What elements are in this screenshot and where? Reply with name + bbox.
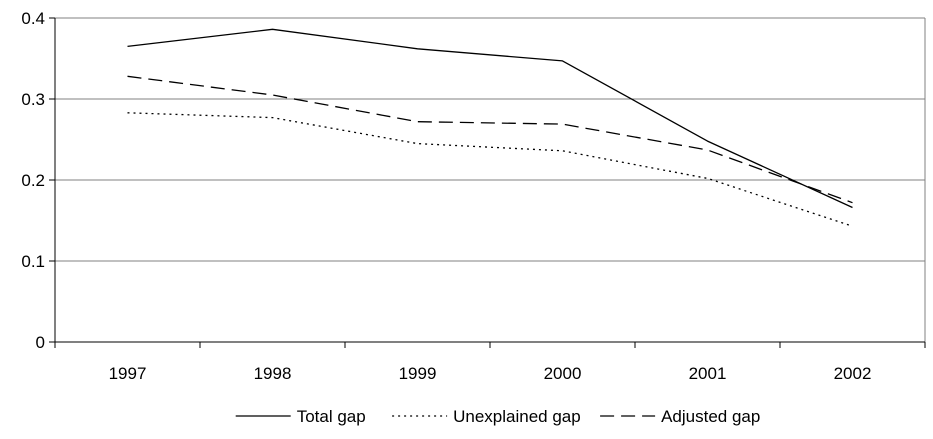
y-tick-label: 0.1 [21, 252, 45, 271]
y-tick-labels: 0 0.1 0.2 0.3 0.4 [21, 9, 45, 352]
legend-label: Unexplained gap [453, 407, 581, 426]
legend-label: Adjusted gap [661, 407, 760, 426]
x-tick-label: 2002 [834, 364, 872, 383]
y-tick-label: 0.4 [21, 9, 45, 28]
series-line-adjusted-gap [127, 75, 853, 204]
x-tick-label: 2001 [689, 364, 727, 383]
gridlines [55, 17, 926, 342]
legend-item: Unexplained gap [392, 407, 581, 426]
x-tick-label: 1997 [109, 364, 147, 383]
legend-item: Adjusted gap [600, 407, 760, 426]
y-tick-label: 0.2 [21, 171, 45, 190]
axes [49, 17, 926, 348]
legend: Total gap Unexplained gap Adjusted gap [235, 407, 760, 426]
series-line-unexplained-gap [127, 112, 853, 227]
y-tick-label: 0.3 [21, 90, 45, 109]
x-tick-label: 1999 [399, 364, 437, 383]
x-tick-labels: 1997 1998 1999 2000 2001 2002 [109, 364, 872, 383]
legend-item: Total gap [235, 407, 366, 426]
x-tick-label: 2000 [544, 364, 582, 383]
legend-label: Total gap [297, 407, 366, 426]
series-lines [127, 28, 853, 227]
series-line-total-gap [127, 28, 853, 209]
y-tick-label: 0 [36, 333, 45, 352]
x-tick-label: 1998 [254, 364, 292, 383]
